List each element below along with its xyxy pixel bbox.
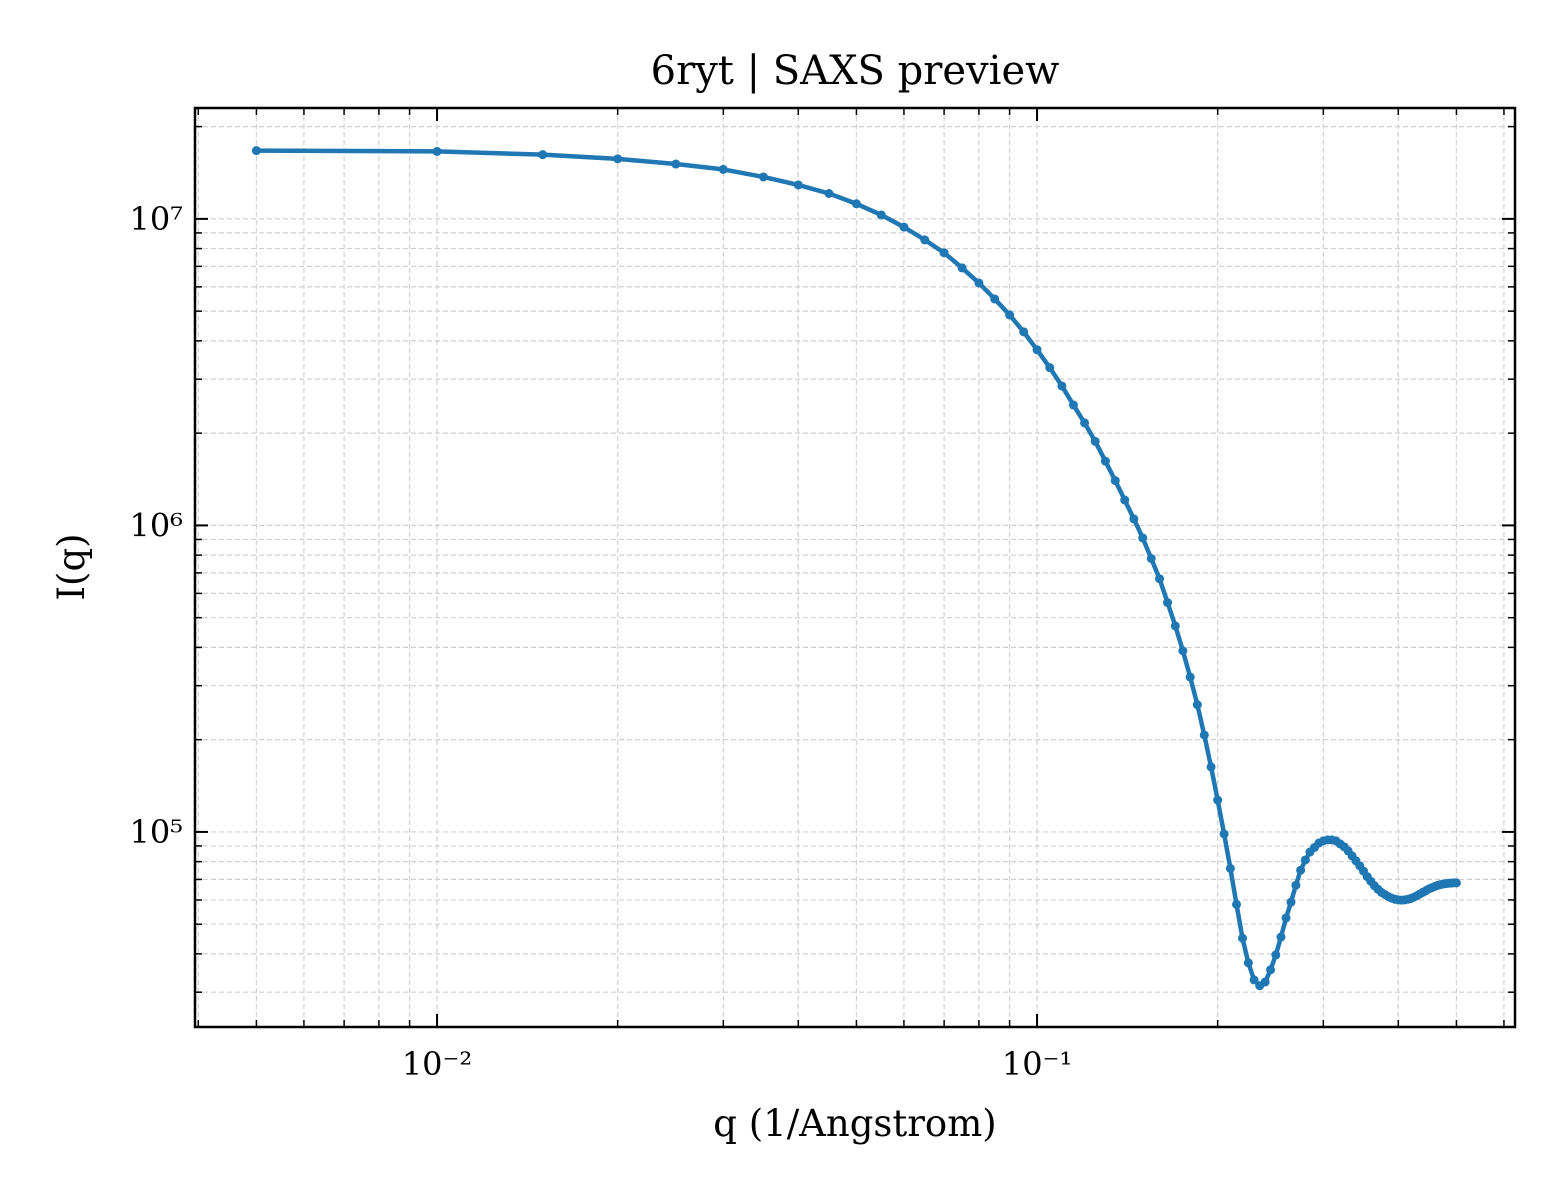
data-point: [1178, 646, 1188, 656]
data-point: [432, 146, 442, 156]
data-point: [920, 235, 930, 245]
data-point: [1155, 574, 1165, 584]
data-point: [824, 189, 834, 199]
data-point: [1286, 897, 1296, 907]
data-point: [613, 154, 623, 164]
data-point: [1213, 795, 1223, 805]
data-point: [1232, 899, 1242, 909]
data-point: [758, 172, 768, 182]
y-tick-label: 10⁵: [129, 813, 183, 851]
data-point: [974, 278, 984, 288]
data-point: [1146, 553, 1156, 563]
y-tick-label: 10⁶: [129, 506, 183, 544]
data-point: [957, 263, 967, 273]
data-point: [1045, 363, 1055, 373]
data-point: [1276, 932, 1286, 942]
data-point: [1120, 495, 1130, 505]
data-point: [1019, 327, 1029, 337]
x-tick-label: 10⁻¹: [1002, 1045, 1072, 1083]
data-point: [1005, 310, 1015, 320]
data-point: [1192, 700, 1202, 710]
data-point: [1300, 855, 1310, 865]
data-point: [1225, 863, 1235, 873]
data-point: [1057, 381, 1067, 391]
data-point: [1243, 958, 1253, 968]
data-point: [671, 159, 681, 169]
data-point: [851, 199, 861, 209]
data-point: [1281, 913, 1291, 923]
data-point: [876, 210, 886, 220]
y-tick-label: 10⁷: [129, 200, 183, 238]
data-point: [1129, 514, 1139, 524]
data-point: [1032, 345, 1042, 355]
data-point: [990, 294, 1000, 304]
data-point: [1249, 975, 1259, 985]
data-point: [1451, 878, 1461, 888]
data-point: [538, 150, 548, 160]
data-point: [251, 146, 261, 156]
data-point: [1291, 880, 1301, 890]
x-tick-label: 10⁻²: [402, 1045, 472, 1083]
data-point: [1068, 400, 1078, 410]
data-point: [1296, 865, 1306, 875]
data-point: [1260, 977, 1270, 987]
data-point: [1185, 672, 1195, 682]
data-point: [1266, 965, 1276, 975]
data-point: [1100, 456, 1110, 466]
x-axis-label: q (1/Angstrom): [713, 1102, 996, 1145]
data-point: [718, 164, 728, 174]
data-point: [1138, 533, 1148, 543]
data-point: [899, 222, 909, 232]
data-point: [1170, 621, 1180, 631]
data-point: [1163, 598, 1173, 608]
data-point: [1110, 476, 1120, 486]
data-point: [1080, 418, 1090, 428]
data-point: [1271, 950, 1281, 960]
plot-frame: [193, 106, 1517, 1029]
data-point: [1090, 436, 1100, 446]
chart-title: 6ryt | SAXS preview: [651, 48, 1060, 94]
data-point: [1219, 829, 1229, 839]
data-point: [939, 248, 949, 258]
data-point: [1206, 762, 1216, 772]
y-axis-label: I(q): [50, 533, 93, 600]
data-point: [1199, 730, 1209, 740]
data-point: [1238, 933, 1248, 943]
data-point: [793, 180, 803, 190]
